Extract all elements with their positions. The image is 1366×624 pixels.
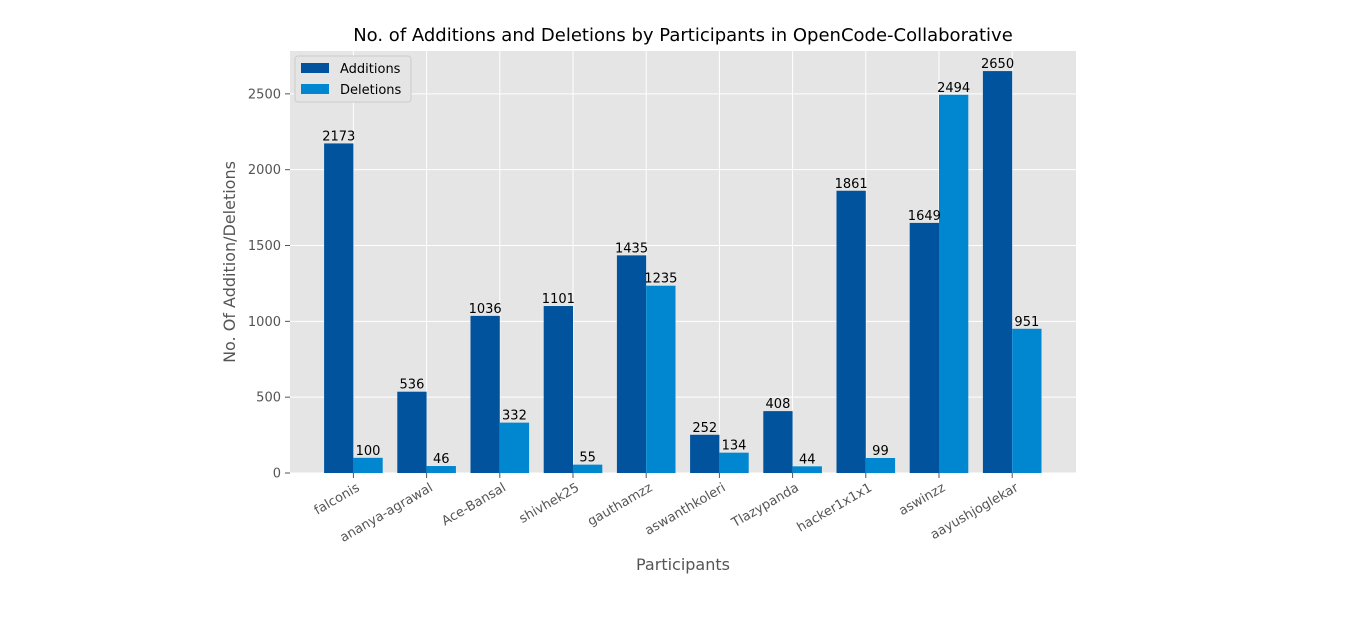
legend-label-additions: Additions <box>340 62 401 77</box>
bar-additions-aayushjoglekar <box>982 71 1013 473</box>
data-label-additions: 1649 <box>908 209 941 224</box>
bar-additions-shivhek25 <box>543 306 573 473</box>
bar-deletions-Ace-Bansal <box>499 422 530 473</box>
bars <box>324 71 1042 473</box>
bar-deletions-gauthamzz <box>646 285 676 473</box>
data-label-deletions: 951 <box>1014 315 1039 330</box>
bar-deletions-aswinzz <box>939 94 969 473</box>
y-tick-label: 1000 <box>248 315 281 330</box>
data-label-additions: 1101 <box>542 292 575 307</box>
data-label-additions: 1435 <box>615 241 648 256</box>
y-tick-label: 2500 <box>248 87 281 102</box>
y-tick-label: 500 <box>256 391 281 406</box>
data-label-deletions: 100 <box>356 444 381 459</box>
bar-additions-Tlazypanda <box>763 411 793 473</box>
bar-deletions-aayushjoglekar <box>1012 328 1042 473</box>
data-label-deletions: 55 <box>579 451 596 466</box>
bar-deletions-falconis <box>353 457 383 473</box>
data-label-deletions: 1235 <box>644 272 677 287</box>
data-label-additions: 2650 <box>981 57 1014 72</box>
bar-labels: 2173 536 1036 1101 1435 252 408 1861 1649 2650 100… <box>322 57 1039 467</box>
y-tick-label: 1500 <box>248 239 281 254</box>
y-tick-label: 2000 <box>248 163 281 178</box>
data-label-deletions: 46 <box>433 452 450 467</box>
data-label-additions: 252 <box>692 421 717 436</box>
x-tick-label: aswanthkoleri <box>643 480 729 538</box>
data-label-deletions: 134 <box>722 439 747 454</box>
legend-label-deletions: Deletions <box>340 83 402 98</box>
data-label-additions: 1861 <box>835 177 868 192</box>
bar-additions-aswinzz <box>909 222 939 473</box>
data-label-deletions: 99 <box>872 444 889 459</box>
legend-swatch-additions <box>301 63 329 73</box>
bar-additions-gauthamzz <box>616 255 647 473</box>
x-tick-label: falconis <box>312 480 363 518</box>
x-tick-label: gauthamzz <box>585 480 655 529</box>
bar-deletions-Tlazypanda <box>792 466 822 473</box>
bar-deletions-shivhek25 <box>573 464 603 473</box>
x-tick-label: Ace-Bansal <box>439 480 508 529</box>
bar-additions-aswanthkoleri <box>690 434 720 473</box>
bar-additions-ananya-agrawal <box>397 391 427 473</box>
x-axis-label: Participants <box>636 555 730 574</box>
data-label-deletions: 44 <box>799 452 816 467</box>
data-label-deletions: 2494 <box>937 81 970 96</box>
bar-additions-falconis <box>324 143 354 473</box>
data-label-deletions: 332 <box>502 409 527 424</box>
bar-additions-Ace-Bansal <box>470 315 500 473</box>
data-label-additions: 408 <box>766 397 791 412</box>
chart-title: No. of Additions and Deletions by Partic… <box>353 25 1013 46</box>
legend-swatch-deletions <box>301 84 329 94</box>
x-tick-label: hacker1x1x1 <box>795 480 875 535</box>
legend: Additions Deletions <box>294 55 412 103</box>
data-label-additions: 536 <box>400 378 425 393</box>
data-label-additions: 2173 <box>322 129 355 144</box>
y-axis-label: No. Of Addition/Deletions <box>220 161 239 363</box>
x-tick-label: aswinzz <box>896 480 948 519</box>
bar-additions-hacker1x1x1 <box>836 190 866 473</box>
bar-deletions-aswanthkoleri <box>719 452 749 473</box>
x-tick-label: Tlazypanda <box>729 480 802 531</box>
y-tick-labels: 0 500 1000 1500 2000 2500 <box>248 87 290 482</box>
bar-deletions-hacker1x1x1 <box>865 457 896 473</box>
y-tick-label: 0 <box>273 467 281 482</box>
data-label-additions: 1036 <box>469 302 502 317</box>
x-tick-label: shivhek25 <box>517 480 582 526</box>
bar-deletions-ananya-agrawal <box>426 466 456 473</box>
